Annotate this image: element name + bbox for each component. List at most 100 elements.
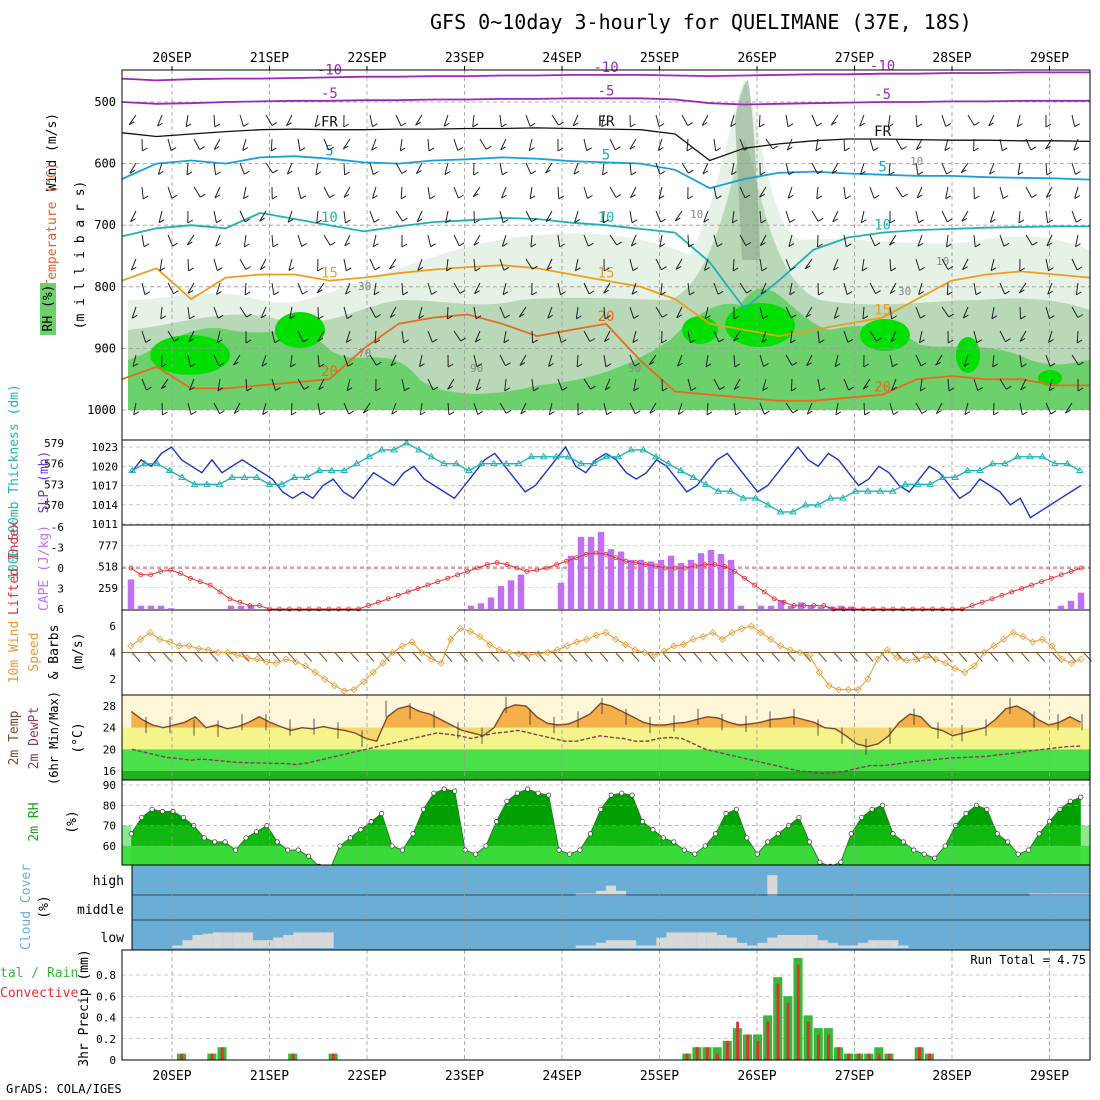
thickness-point xyxy=(489,459,498,467)
wind-barb-flag xyxy=(246,313,252,318)
date-label-bottom: 27SEP xyxy=(835,1069,874,1084)
wind-barb-flag xyxy=(1075,243,1081,248)
wind-barb xyxy=(601,114,605,127)
wind-barb xyxy=(362,402,371,414)
wind-barb xyxy=(843,282,848,295)
cloud-bar xyxy=(202,933,213,948)
wind-barb-flag xyxy=(199,146,205,151)
isotherm-label: 10 xyxy=(874,218,891,234)
wind-barb-flag xyxy=(346,387,353,392)
wind-barb xyxy=(815,138,819,151)
cloud-bar xyxy=(787,935,798,948)
wind-barb-flag xyxy=(661,266,667,271)
wind-barb xyxy=(758,114,761,128)
wind-barb xyxy=(130,258,137,271)
wind-barb-flag xyxy=(233,361,239,366)
li-point xyxy=(286,606,292,612)
wind-barb xyxy=(1045,210,1049,223)
thickness-point xyxy=(402,439,411,446)
wind-barb xyxy=(213,210,217,223)
wind-barb-flag xyxy=(346,267,352,272)
wind10-point xyxy=(1077,655,1085,663)
precip-conv-bar xyxy=(877,1053,881,1060)
wind-barb-flag xyxy=(245,266,252,270)
wind-barb xyxy=(1071,162,1076,175)
li-point xyxy=(1009,589,1015,595)
wind-barb-flag xyxy=(159,267,166,272)
wind-barb-flag xyxy=(702,170,709,175)
wind-barb-flag xyxy=(1019,289,1025,294)
wind-barb-flag xyxy=(1046,171,1053,176)
wind-barb xyxy=(895,186,903,198)
thickness-point xyxy=(527,452,536,460)
thickness-point xyxy=(240,473,249,480)
thickness-tick-label: 576 xyxy=(44,458,64,471)
rh2m-point xyxy=(347,835,353,841)
thickness-point xyxy=(876,487,885,494)
wind-barb-flag xyxy=(503,339,510,344)
wind-barb xyxy=(759,258,763,271)
li-point xyxy=(168,567,173,573)
wind-barb xyxy=(1045,186,1053,198)
wind-barb xyxy=(733,354,736,368)
thickness-point xyxy=(1063,459,1072,467)
wind-barb-flag xyxy=(973,121,980,126)
wind-barb-flag xyxy=(893,411,899,415)
wind10-point xyxy=(990,642,998,650)
wind-barb-flag xyxy=(416,218,423,223)
li-point xyxy=(435,579,441,585)
wind-barb xyxy=(603,282,611,294)
wind-barb xyxy=(141,378,147,391)
wind10-point xyxy=(767,635,775,643)
li-point xyxy=(583,551,589,557)
wind-barb-flag xyxy=(658,123,665,128)
li-point xyxy=(870,606,876,612)
wind10-barb xyxy=(225,652,234,662)
wind-barb xyxy=(843,138,846,152)
wind10-barb xyxy=(1052,652,1061,662)
axis-label-cloud-b: (%) xyxy=(37,895,52,918)
wind-barb xyxy=(446,258,449,271)
wind-barb xyxy=(297,138,301,151)
cloud-level-label: middle xyxy=(77,903,124,918)
wind-barb xyxy=(731,162,735,175)
wind10-point xyxy=(195,644,203,653)
cape-bar xyxy=(727,559,735,609)
wind-barb-flag xyxy=(473,171,479,176)
cloud-bar xyxy=(616,940,627,948)
wind-barb xyxy=(789,282,793,295)
wind-barb xyxy=(453,330,462,342)
precip-conv-bar xyxy=(857,1053,861,1060)
wind-barb-flag xyxy=(675,217,681,222)
cape-bar xyxy=(667,555,675,609)
wind-barb-flag xyxy=(373,218,380,223)
li-point xyxy=(692,563,698,569)
wind-barb xyxy=(863,402,866,416)
wind-barb-flag xyxy=(287,218,294,223)
wind-barb xyxy=(297,186,302,199)
wind-barb xyxy=(213,402,221,414)
wind10-point xyxy=(680,640,688,649)
wind-barb xyxy=(713,186,717,199)
wind-barb xyxy=(270,138,273,152)
temp-band-cold xyxy=(122,771,1090,780)
cape-bar xyxy=(557,582,565,609)
wind10-point xyxy=(1029,638,1037,646)
wind-barb xyxy=(785,162,790,175)
wind-barb-flag xyxy=(633,387,639,392)
li-point xyxy=(712,562,718,567)
wind10-point xyxy=(233,651,242,659)
wind-barb-flag xyxy=(531,218,537,223)
wind-barb-flag xyxy=(889,290,896,294)
wind-barb-flag xyxy=(805,313,812,318)
rh2m-point xyxy=(838,859,844,865)
wind-barb xyxy=(529,186,533,199)
wind-barb xyxy=(243,186,247,199)
wind-barb-flag xyxy=(846,291,853,296)
wind-barb-flag xyxy=(964,411,971,416)
cape-bar xyxy=(507,580,515,609)
axis-label-wind10-b: Speed xyxy=(27,632,42,671)
wind-barb-flag xyxy=(217,339,223,344)
wind-barb-flag xyxy=(316,289,323,294)
wind10-point xyxy=(311,668,319,676)
